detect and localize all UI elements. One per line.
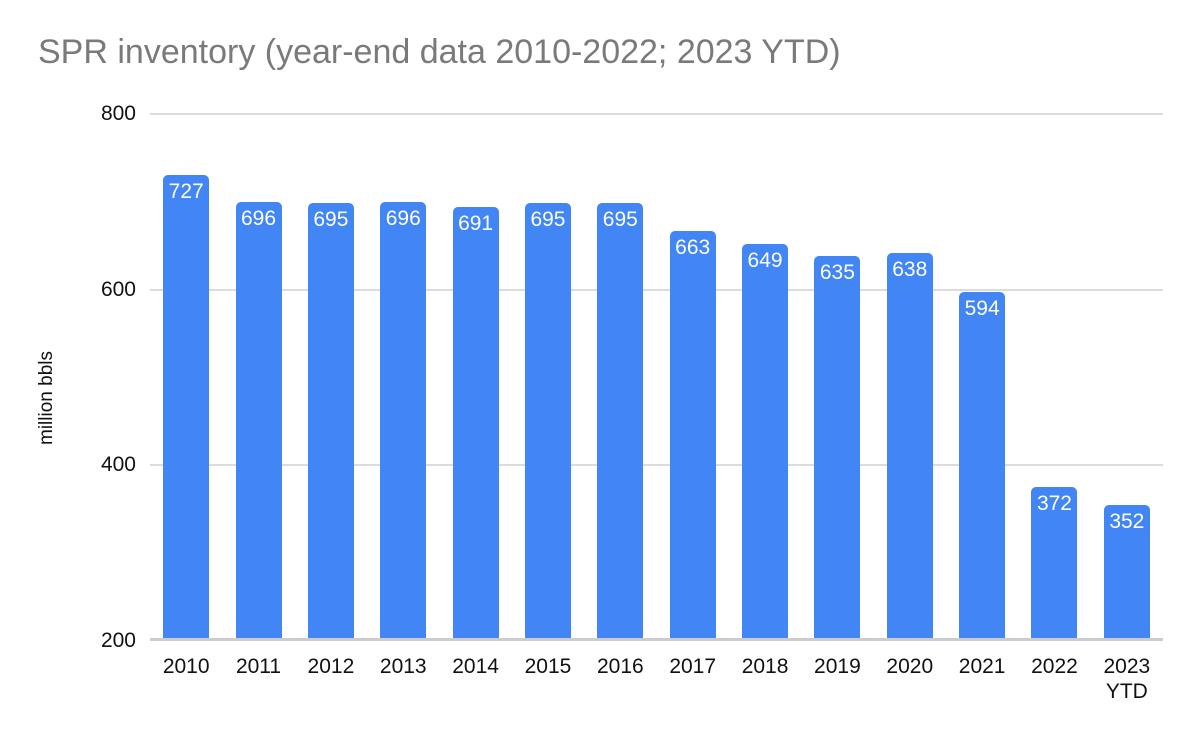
y-tick-label-400: 400 [100,453,136,477]
x-tick-label-2018: 2018 [741,655,789,678]
bar-value-label-2016: 695 [602,208,638,232]
x-tick-label-2016: 2016 [596,655,644,678]
x-tick-label-2010: 2010 [162,655,210,678]
bar-value-label-2013: 696 [385,207,421,231]
x-tick-label-2020: 2020 [886,655,934,678]
bar-group-2023-ytd: 352 2023 YTD [1091,114,1163,703]
bar-value-label-2021: 594 [964,296,1000,320]
bar-group-2010: 727 2010 [150,114,222,678]
bar-2020: 638 [886,253,933,638]
bar-2012: 695 [307,203,354,638]
bar-2019: 635 [814,255,861,638]
bar-group-2016: 695 2016 [584,114,656,678]
bar-value-label-2014: 691 [458,211,494,235]
bar-2021: 594 [959,291,1006,638]
x-tick-label-2021: 2021 [958,655,1006,678]
bar-2018: 649 [742,243,789,638]
x-tick-label-2019: 2019 [814,655,861,678]
x-tick-label-2023-ytd: 2023 YTD [1103,655,1151,704]
bar-2013: 696 [380,202,427,638]
y-tick-label-800: 800 [100,102,136,125]
x-tick-label-2015: 2015 [524,655,572,678]
chart-title: SPR inventory (year-end data 2010-2022; … [38,33,841,71]
bar-value-label-2010: 727 [168,180,204,204]
bar-group-2022: 372 2022 [1018,114,1090,678]
bar-group-2017: 663 2017 [657,114,729,678]
x-tick-label-2013: 2013 [379,655,427,678]
x-tick-label-2014: 2014 [452,655,499,678]
bar-2010: 727 [163,175,210,638]
bars-row: 727 2010 696 2011 695 2012 696 2013 691 2014 695 20… [150,114,1163,703]
bar-2023-ytd: 352 [1103,504,1150,638]
bar-2014: 691 [452,206,499,638]
bar-value-label-2019: 635 [819,260,855,284]
bar-2022: 372 [1031,486,1078,638]
y-tick-label-600: 600 [100,277,136,301]
bar-value-label-2011: 696 [241,207,277,231]
bar-group-2013: 696 2013 [367,114,439,678]
bar-2011: 696 [235,202,282,638]
bar-value-label-2022: 372 [1036,491,1072,515]
y-axis-tick-labels: 200 400 600 800 [0,102,140,652]
x-tick-label-2012: 2012 [307,655,355,678]
bar-group-2012: 695 2012 [295,114,367,678]
gridline-800 [150,113,1163,115]
x-tick-label-2022: 2022 [1031,655,1078,678]
bar-2017: 663 [669,231,716,638]
bar-group-2014: 691 2014 [439,114,511,678]
bar-value-label-2018: 649 [747,248,783,272]
bar-group-2015: 695 2015 [512,114,584,678]
x-tick-label-2017: 2017 [669,655,717,678]
bar-value-label-2017: 663 [675,236,711,260]
bar-value-label-2023-ytd: 352 [1109,509,1145,533]
bar-value-label-2020: 638 [892,258,928,282]
bar-group-2019: 635 2019 [801,114,873,678]
gridline-200 [150,638,1163,641]
bar-group-2011: 696 2011 [222,114,294,678]
x-tick-label-2011: 2011 [235,655,282,678]
bar-value-label-2012: 695 [313,208,349,232]
bar-group-2021: 594 2021 [946,114,1018,678]
plot-area: 727 2010 696 2011 695 2012 696 2013 691 2014 695 20… [150,113,1163,703]
gridline-400 [150,464,1163,467]
bar-2015: 695 [524,203,571,638]
bar-2016: 695 [597,203,644,638]
gridline-600 [150,288,1163,291]
bar-value-label-2015: 695 [530,208,566,232]
bar-group-2018: 649 2018 [729,114,801,678]
y-tick-label-200: 200 [100,629,136,652]
bar-group-2020: 638 2020 [874,114,946,678]
